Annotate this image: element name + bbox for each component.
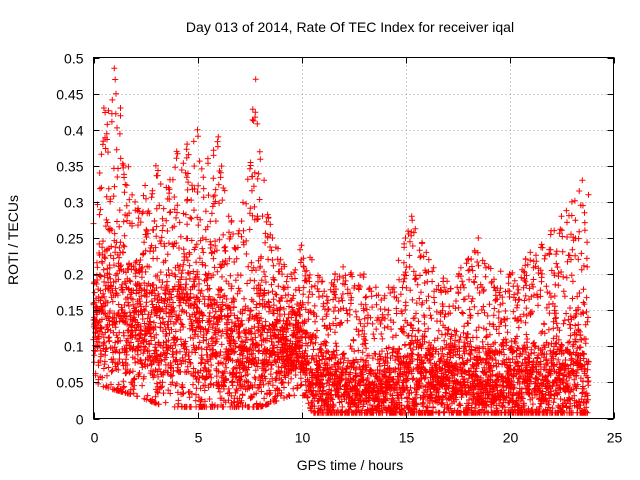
x-tick-label: 15 <box>399 430 415 446</box>
y-tick-label: 0.3 <box>64 195 84 211</box>
x-tick-label: 10 <box>295 430 311 446</box>
x-tick-label: 20 <box>503 430 519 446</box>
chart-title: Day 013 of 2014, Rate Of TEC Index for r… <box>186 19 514 35</box>
x-tick-label: 0 <box>91 430 99 446</box>
tick-labels-layer: 0 0.05 0.1 0.15 0.2 0.25 0.3 0.35 0.4 0.45 0.5 0 5 10… <box>56 51 622 446</box>
x-axis-label: GPS time / hours <box>297 457 404 473</box>
data-points-layer <box>90 65 592 416</box>
y-tick-label: 0.1 <box>64 339 84 355</box>
y-tick-label: 0.4 <box>64 123 84 139</box>
x-tick-label: 5 <box>195 430 203 446</box>
x-tick-label: 25 <box>607 430 623 446</box>
y-tick-label: 0.2 <box>64 267 84 283</box>
y-axis-label: ROTI / TECUs <box>5 195 21 285</box>
y-tick-label: 0.5 <box>64 51 84 67</box>
y-tick-label: 0.45 <box>56 87 83 103</box>
roti-data-points <box>90 65 592 416</box>
ticks-layer <box>93 57 615 420</box>
y-tick-label: 0.05 <box>56 375 83 391</box>
y-tick-label: 0.25 <box>56 231 83 247</box>
y-tick-label: 0.15 <box>56 303 83 319</box>
y-tick-label: 0 <box>76 412 84 428</box>
y-tick-label: 0.35 <box>56 159 83 175</box>
